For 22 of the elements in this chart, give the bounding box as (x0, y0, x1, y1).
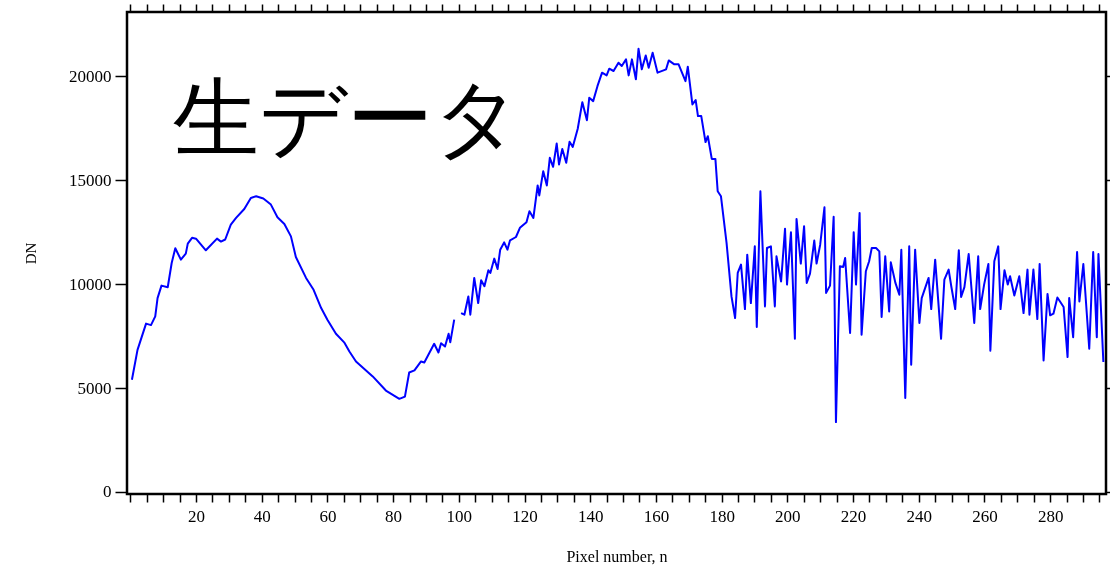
x-tick-label: 40 (253, 506, 271, 526)
x-tick-label: 120 (512, 506, 538, 526)
x-tick-label: 240 (906, 506, 932, 526)
x-tick-label: 260 (972, 506, 998, 526)
y-tick-label: 10000 (69, 274, 112, 294)
x-tick-label: 100 (446, 506, 473, 526)
x-tick-label: 160 (643, 506, 670, 526)
y-tick-label: 5000 (77, 378, 112, 398)
y-tick-label: 15000 (69, 170, 112, 190)
x-tick-label: 180 (709, 506, 735, 526)
x-axis-title: Pixel number, n (566, 547, 668, 565)
x-tick-label: 200 (775, 506, 801, 526)
x-tick-label: 140 (577, 506, 604, 526)
x-tick-label: 80 (385, 506, 403, 526)
y-tick-label: 0 (103, 482, 112, 502)
y-tick-label: 20000 (69, 66, 112, 86)
y-axis-title: DN (23, 242, 39, 265)
x-tick-label: 220 (840, 506, 867, 526)
x-tick-label: 60 (319, 506, 337, 526)
x-tick-label: 20 (187, 506, 205, 526)
x-tick-label: 280 (1037, 506, 1064, 526)
text: 生データ (173, 68, 521, 168)
